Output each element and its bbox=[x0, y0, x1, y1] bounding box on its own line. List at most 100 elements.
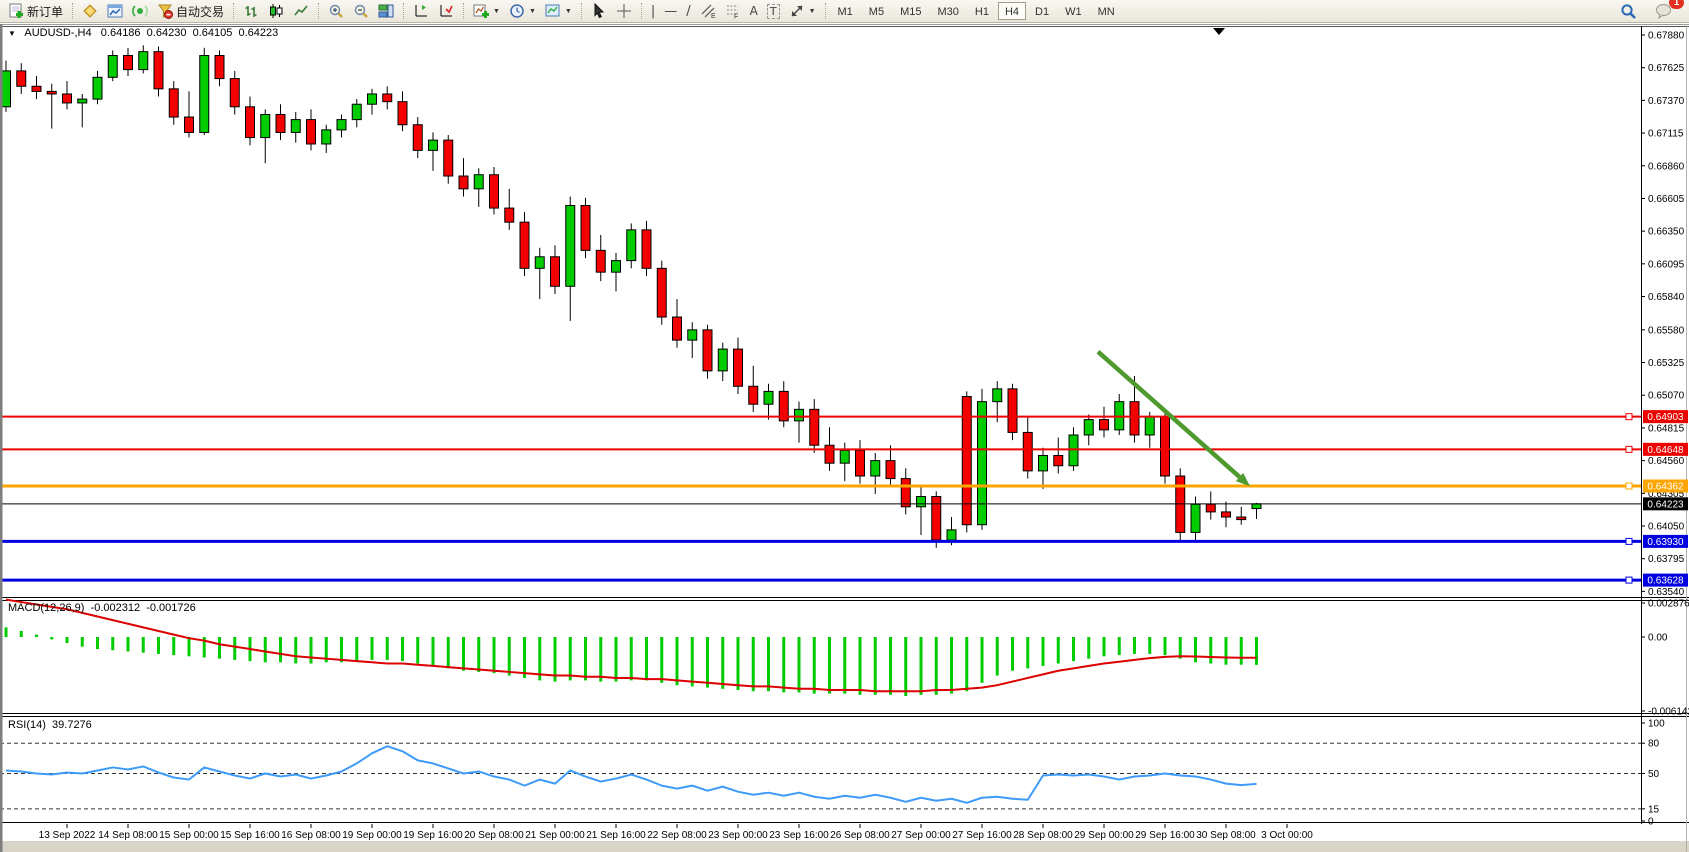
time-tick-label: 15 Sep 16:00 bbox=[220, 830, 280, 841]
timeframe-button-W1[interactable]: W1 bbox=[1058, 2, 1089, 20]
price-axis[interactable]: 0.67880 0.67625 0.67370 0.67115 0.66860 0.666… bbox=[1641, 24, 1688, 852]
window-left-border bbox=[0, 24, 3, 852]
candle-body bbox=[870, 460, 881, 477]
timeframe-button-M30[interactable]: M30 bbox=[930, 2, 965, 20]
candle-body bbox=[290, 119, 301, 133]
signals-button[interactable] bbox=[128, 1, 152, 21]
macd-histogram-bar bbox=[187, 637, 191, 657]
chat-button[interactable] bbox=[1651, 1, 1677, 21]
arrows-icon bbox=[789, 3, 805, 19]
macd-histogram-bar bbox=[507, 637, 511, 676]
candle-body bbox=[1144, 416, 1155, 436]
macd-axis-label: -0.006142 bbox=[1648, 706, 1689, 717]
time-axis[interactable]: 13 Sep 2022 14 Sep 08:00 15 Sep 00:00 15 Se… bbox=[39, 824, 1314, 841]
fibonacci-tool-button[interactable]: F bbox=[721, 1, 745, 21]
timeframe-button-MN[interactable]: MN bbox=[1091, 2, 1122, 20]
rsi-name: RSI(14) bbox=[8, 719, 46, 731]
horizontal-line-tool-button[interactable]: — bbox=[660, 1, 681, 21]
dropdown-caret-icon: ▼ bbox=[528, 7, 536, 15]
candle-body bbox=[275, 113, 286, 133]
indicators-button[interactable]: ▼ bbox=[469, 1, 504, 21]
timeframe-button-M1[interactable]: M1 bbox=[831, 2, 860, 20]
candle-body bbox=[1251, 503, 1262, 510]
candle-body bbox=[1007, 388, 1018, 433]
macd-histogram-bar bbox=[843, 637, 847, 694]
trend-arrow-annotation[interactable] bbox=[1096, 349, 1250, 487]
macd-value-signal: -0.001726 bbox=[146, 602, 196, 614]
cursor-tool-button[interactable] bbox=[587, 1, 611, 21]
bar-chart-mode-button[interactable] bbox=[239, 1, 263, 21]
search-button[interactable] bbox=[1616, 1, 1641, 21]
timeframe-button-M5[interactable]: M5 bbox=[862, 2, 891, 20]
timeframe-button-H4[interactable]: H4 bbox=[997, 2, 1027, 20]
candlestick-mode-button[interactable] bbox=[264, 1, 288, 21]
candle-body bbox=[351, 103, 362, 121]
macd-histogram-bar bbox=[873, 637, 877, 695]
timeframe-button-H1[interactable]: H1 bbox=[968, 2, 996, 20]
macd-histogram-bar bbox=[19, 630, 23, 637]
chart-shift-marker[interactable] bbox=[1213, 28, 1225, 35]
timeframe-button-D1[interactable]: D1 bbox=[1028, 2, 1056, 20]
channel-tool-button[interactable]: E bbox=[696, 1, 720, 21]
candle-body bbox=[1099, 419, 1109, 431]
vertical-line-tool-button[interactable]: | bbox=[647, 1, 659, 21]
zoom-in-button[interactable] bbox=[324, 1, 348, 21]
macd-histogram-bar bbox=[263, 637, 267, 663]
candlestick-series bbox=[1, 45, 1262, 548]
candle-body bbox=[1083, 419, 1094, 436]
candle-body bbox=[16, 70, 27, 87]
toolbar-separator bbox=[580, 3, 582, 19]
macd-histogram-bar bbox=[385, 637, 389, 660]
line-handle[interactable] bbox=[1625, 576, 1633, 584]
trendline-tool-button[interactable]: / bbox=[682, 1, 694, 21]
new-order-button[interactable]: 新订单 bbox=[4, 1, 67, 21]
time-tick-label: 28 Sep 08:00 bbox=[1013, 830, 1073, 841]
ohlc-open: 0.64186 bbox=[100, 27, 141, 39]
chart-shift-button[interactable] bbox=[409, 1, 433, 21]
macd-histogram-bar bbox=[721, 637, 725, 689]
time-tick-label: 21 Sep 00:00 bbox=[525, 830, 585, 841]
macd-histogram-bar bbox=[1209, 637, 1213, 664]
macd-histogram-bar bbox=[568, 637, 572, 681]
macd-histogram-bar bbox=[492, 637, 496, 674]
toolbar-separator bbox=[72, 3, 74, 19]
time-tick-label: 13 Sep 2022 bbox=[39, 830, 96, 841]
text-label-tool-button[interactable]: T bbox=[763, 1, 784, 21]
macd-histogram-bar bbox=[65, 637, 69, 644]
macd-histogram-bar bbox=[1041, 637, 1045, 666]
templates-button[interactable]: ▼ bbox=[541, 1, 576, 21]
collapse-triangle-icon[interactable]: ▼ bbox=[8, 29, 16, 38]
candle-body bbox=[168, 88, 179, 118]
line-chart-mode-button[interactable] bbox=[289, 1, 313, 21]
candle-body bbox=[489, 174, 499, 209]
dropdown-caret-icon: ▼ bbox=[493, 7, 500, 15]
price-level-badge bbox=[1643, 534, 1688, 548]
timeframe-button-M15[interactable]: M15 bbox=[893, 2, 928, 20]
zoom-out-button[interactable] bbox=[349, 1, 373, 21]
autotrading-button[interactable]: 自动交易 bbox=[153, 1, 228, 21]
periods-button[interactable]: ▼ bbox=[505, 1, 540, 21]
candle-body bbox=[672, 316, 682, 341]
arrow-shaft[interactable] bbox=[1096, 349, 1242, 479]
line-handle[interactable] bbox=[1625, 537, 1633, 545]
line-handle[interactable] bbox=[1625, 413, 1633, 421]
price-chart-canvas[interactable]: 0.67880 0.67625 0.67370 0.67115 0.66860 0.666… bbox=[0, 24, 1689, 852]
tile-windows-button[interactable] bbox=[374, 1, 398, 21]
arrows-tool-button[interactable]: ▼ bbox=[785, 1, 820, 21]
macd-panel: 0.002876 0.00 -0.006142 bbox=[4, 599, 1689, 717]
market-watch-button[interactable] bbox=[78, 1, 102, 21]
macd-histogram-bar bbox=[233, 637, 237, 660]
rsi-axis-label: 50 bbox=[1648, 769, 1660, 780]
auto-scroll-button[interactable] bbox=[434, 1, 458, 21]
macd-histogram-bar bbox=[1011, 637, 1014, 671]
macd-histogram-bar bbox=[858, 637, 862, 695]
text-tool-button[interactable]: A bbox=[746, 1, 762, 21]
new-chart-button[interactable] bbox=[103, 1, 127, 21]
candle-body bbox=[519, 221, 530, 269]
crosshair-tool-button[interactable] bbox=[612, 1, 636, 21]
horizontal-lines bbox=[0, 413, 1641, 584]
line-handle[interactable] bbox=[1625, 445, 1633, 453]
price-tick-label: 0.66860 bbox=[1648, 161, 1685, 172]
line-handle[interactable] bbox=[1625, 482, 1633, 490]
notification-badge[interactable]: 1 bbox=[1669, 0, 1684, 9]
